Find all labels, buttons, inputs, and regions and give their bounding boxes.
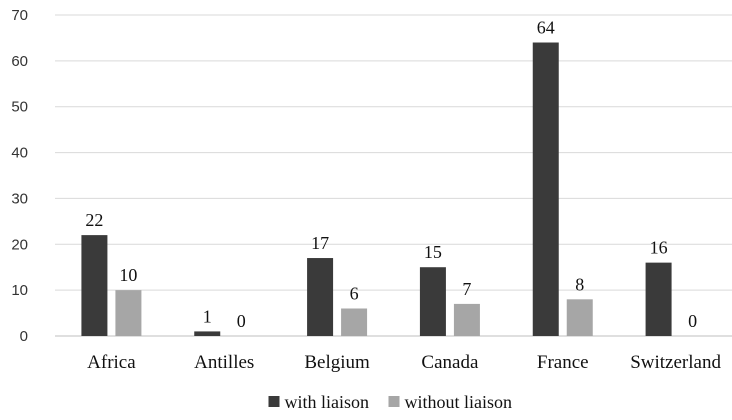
data-label: 0 xyxy=(237,311,246,331)
x-category-label: Belgium xyxy=(304,352,370,373)
data-label: 17 xyxy=(311,233,329,253)
legend-label: with liaison xyxy=(285,392,370,412)
bar xyxy=(453,303,480,336)
bar xyxy=(307,258,334,336)
legend: with liaison without liaison xyxy=(268,392,513,412)
y-tick-label: 20 xyxy=(11,236,28,253)
data-label: 6 xyxy=(350,283,359,303)
gridlines xyxy=(55,14,732,337)
y-tick-label: 70 xyxy=(11,7,28,24)
y-tick-label: 30 xyxy=(11,190,28,207)
data-label: 7 xyxy=(462,279,471,299)
x-category-label: Canada xyxy=(421,352,479,373)
bar xyxy=(645,262,672,336)
data-label: 0 xyxy=(688,311,697,331)
data-label: 15 xyxy=(424,242,442,262)
x-category-label: Switzerland xyxy=(630,352,721,373)
bar xyxy=(81,235,108,336)
legend-swatch xyxy=(388,396,400,407)
bar xyxy=(194,331,221,336)
bar xyxy=(532,42,559,337)
legend-swatch xyxy=(268,396,280,407)
y-tick-label: 10 xyxy=(11,282,28,299)
y-axis-ticks: 0 10 20 30 40 50 60 70 xyxy=(11,7,28,345)
y-tick-label: 50 xyxy=(11,99,28,116)
data-label: 22 xyxy=(85,210,103,230)
data-label: 10 xyxy=(119,265,137,285)
bars xyxy=(81,42,672,337)
legend-label: without liaison xyxy=(405,392,513,412)
x-category-label: France xyxy=(537,352,589,373)
data-label: 16 xyxy=(650,238,668,258)
x-category-label: Africa xyxy=(87,352,136,373)
y-tick-label: 0 xyxy=(20,328,28,345)
data-label: 64 xyxy=(537,18,555,38)
bar xyxy=(566,299,593,336)
y-tick-label: 60 xyxy=(11,53,28,70)
x-category-label: Antilles xyxy=(194,352,254,373)
y-tick-label: 40 xyxy=(11,145,28,162)
data-label: 1 xyxy=(203,306,212,326)
bar xyxy=(341,308,368,336)
data-label: 8 xyxy=(575,274,584,294)
x-axis-categories: Africa Antilles Belgium Canada France Switzer… xyxy=(87,352,721,373)
bar xyxy=(115,290,142,336)
bar xyxy=(419,267,446,336)
